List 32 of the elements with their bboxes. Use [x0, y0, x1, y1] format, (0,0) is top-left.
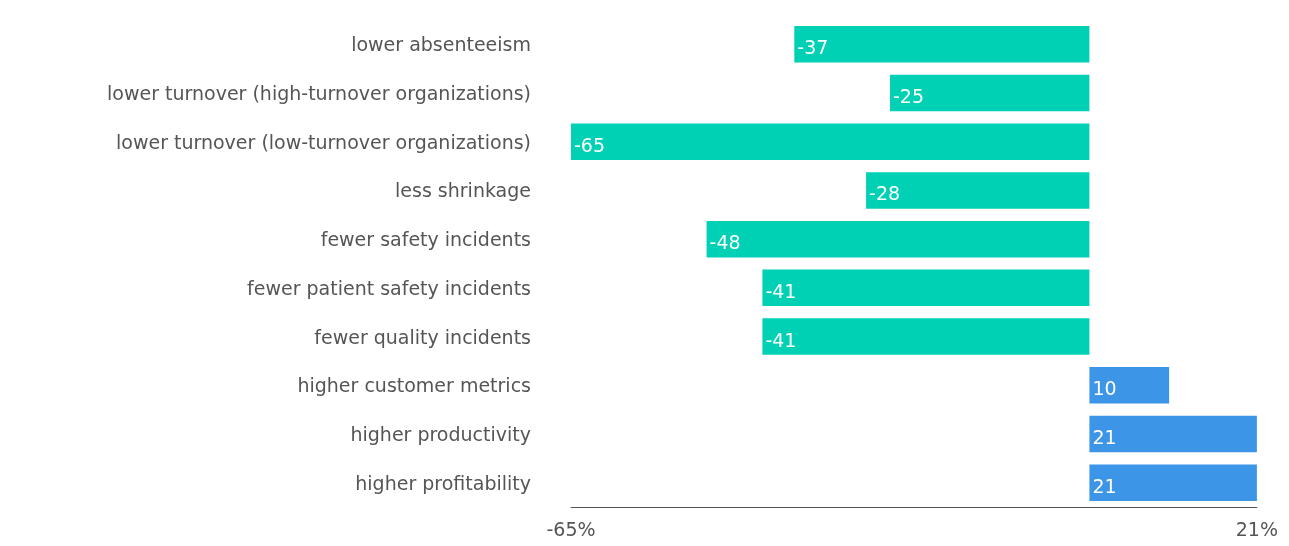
y-tick-label: fewer patient safety incidents [247, 276, 531, 299]
data-label: 21 [1092, 425, 1117, 448]
bar [1089, 415, 1257, 453]
data-label: -48 [709, 231, 741, 254]
bar [762, 269, 1090, 307]
bar [1089, 464, 1257, 501]
x-tick-label: 21% [1235, 517, 1278, 540]
y-tick-label: fewer safety incidents [320, 228, 531, 251]
data-label: -41 [765, 279, 797, 302]
y-tick-label: higher productivity [350, 422, 531, 445]
data-label: -28 [869, 182, 901, 205]
y-tick-label: fewer quality incidents [314, 325, 531, 348]
data-label: -37 [797, 36, 829, 59]
bar [571, 123, 1090, 161]
y-tick-label: less shrinkage [395, 179, 531, 202]
y-tick-label: lower turnover (low-turnover organizations) [116, 130, 531, 153]
y-tick-label: higher customer metrics [297, 374, 531, 397]
bar [706, 220, 1090, 258]
bar [794, 26, 1090, 63]
bar [762, 318, 1090, 355]
bar [890, 74, 1090, 112]
bar [866, 172, 1090, 209]
data-label: -65 [574, 133, 606, 156]
y-tick-label: lower turnover (high-turnover organizations) [107, 82, 531, 105]
data-label: 21 [1092, 474, 1117, 497]
data-label: -25 [893, 85, 925, 108]
data-label: 10 [1092, 377, 1117, 400]
y-tick-label: higher profitability [355, 471, 531, 494]
y-tick-label: lower absenteeism [351, 33, 531, 56]
data-label: -41 [765, 328, 797, 351]
bar [1089, 366, 1170, 404]
x-tick-label: -65% [546, 517, 596, 540]
